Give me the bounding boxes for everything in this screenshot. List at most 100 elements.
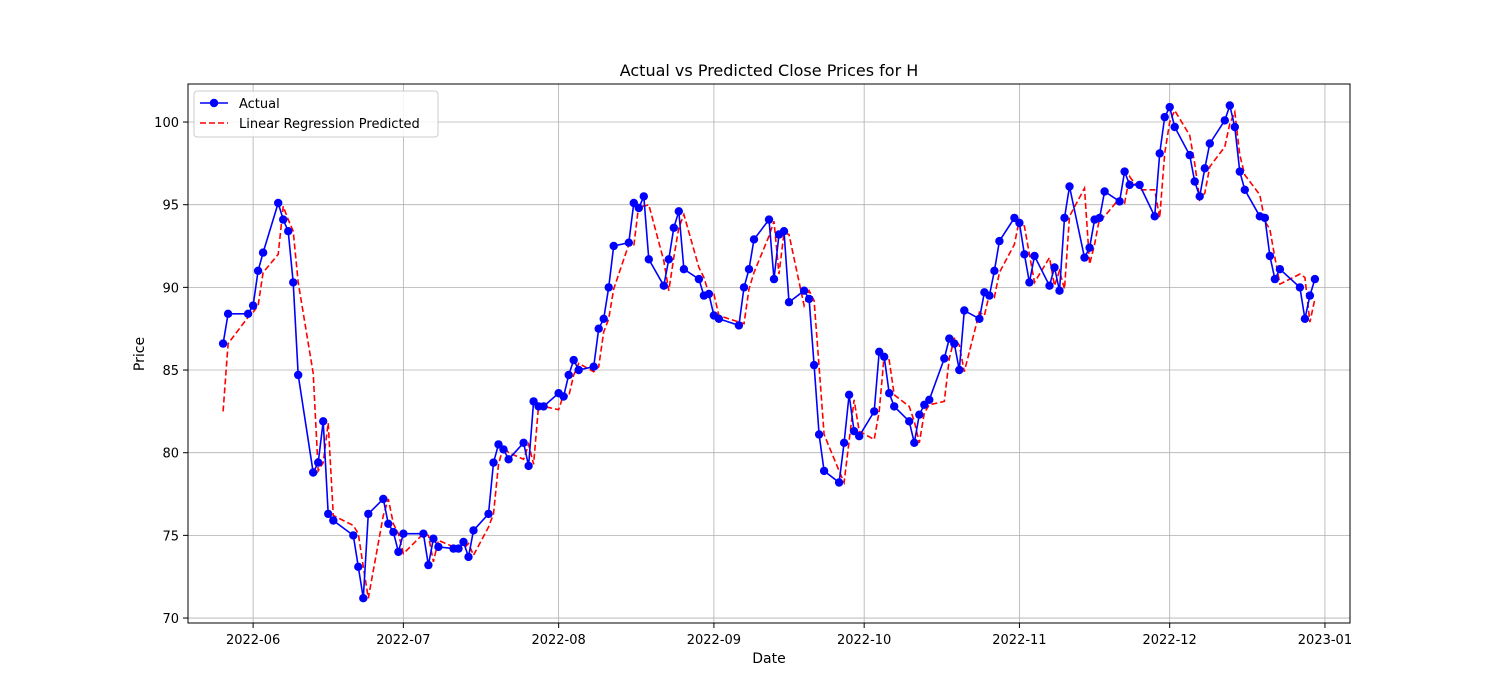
actual-point [915, 410, 924, 419]
actual-point [1295, 283, 1305, 292]
actual-point [1055, 286, 1064, 295]
actual-point [1260, 213, 1270, 223]
grid [188, 84, 1350, 623]
actual-point [504, 455, 513, 464]
legend-box [193, 90, 439, 138]
actual-point [329, 516, 338, 525]
x-tick-label: 2022-12 [1143, 633, 1197, 648]
actual-point [1065, 182, 1074, 191]
actual-point [880, 352, 889, 361]
actual-point [564, 370, 573, 380]
actual-point [484, 509, 493, 519]
actual-point [1270, 274, 1280, 284]
actual-point [809, 360, 819, 370]
actual-point [1160, 112, 1169, 122]
legend-predicted-label: Linear Regression Predicted [239, 117, 420, 132]
actual-point [890, 402, 899, 411]
x-tick-label: 2023-01 [1298, 633, 1352, 648]
y-tick-label: 80 [162, 447, 179, 462]
actual-point [379, 494, 388, 504]
predicted-series-line [222, 108, 1316, 599]
actual-point [389, 527, 398, 537]
actual-point [744, 265, 754, 274]
actual-point [669, 223, 678, 232]
actual-point [950, 339, 959, 348]
actual-point [644, 255, 653, 264]
actual-point [464, 552, 473, 562]
actual-point [223, 309, 233, 318]
y-tick-label: 90 [162, 281, 179, 296]
actual-point [589, 362, 598, 371]
actual-point [804, 294, 814, 304]
actual-point [1080, 253, 1089, 262]
actual-point [349, 531, 358, 540]
actual-point [1015, 218, 1024, 228]
actual-point [364, 509, 373, 519]
actual-point [1060, 213, 1069, 223]
actual-point [1125, 180, 1134, 190]
actual-point [1150, 212, 1159, 221]
actual-point [1050, 263, 1059, 272]
actual-point [674, 207, 683, 216]
actual-point [394, 547, 403, 557]
legend-actual-marker [209, 98, 219, 108]
actual-point [940, 354, 949, 363]
actual-point [834, 478, 844, 487]
y-tick-label: 95 [162, 199, 179, 214]
actual-point [459, 537, 468, 547]
actual-point [624, 238, 633, 247]
actual-point [885, 389, 894, 398]
actual-point [634, 203, 643, 213]
actual-point [354, 562, 363, 571]
actual-point [819, 466, 829, 476]
actual-point [258, 248, 268, 257]
actual-point [1095, 213, 1104, 223]
actual-point [559, 392, 568, 401]
actual-point [569, 355, 578, 365]
actual-point [659, 281, 668, 290]
actual-point [870, 407, 879, 416]
actual-point [799, 286, 809, 295]
actual-point [574, 365, 583, 375]
actual-point [1205, 139, 1215, 148]
actual-point [1220, 116, 1230, 125]
legend: Actual Linear Regression Predicted [193, 90, 439, 138]
actual-point [399, 529, 408, 538]
actual-point [429, 534, 438, 543]
x-tick-label: 2022-09 [687, 633, 741, 648]
actual-point [284, 227, 293, 236]
x-tick-label: 2022-11 [992, 633, 1046, 648]
x-tick-label: 2022-06 [226, 633, 280, 648]
actual-point [990, 266, 999, 275]
plot-series [218, 101, 1320, 603]
actual-point [314, 458, 323, 467]
actual-point [844, 390, 854, 399]
actual-point [784, 298, 794, 307]
actual-point [274, 198, 283, 208]
actual-point [599, 314, 608, 323]
actual-point [419, 529, 428, 538]
actual-point [424, 560, 433, 570]
actual-point [1020, 250, 1029, 259]
chart-title: Actual vs Predicted Close Prices for H [620, 61, 919, 80]
actual-point [384, 519, 393, 528]
actual-point [855, 432, 864, 441]
actual-point [319, 417, 328, 426]
actual-point [1195, 192, 1204, 201]
actual-point [1230, 122, 1240, 132]
actual-point [499, 445, 508, 454]
actual-point [218, 339, 228, 348]
actual-point [1155, 149, 1164, 158]
actual-point [1265, 251, 1275, 261]
actual-point [995, 236, 1004, 246]
actual-point [324, 509, 333, 519]
actual-point [975, 314, 984, 323]
y-tick-label: 100 [154, 116, 179, 131]
actual-point [1225, 101, 1235, 110]
actual-point [814, 430, 824, 439]
actual-point [359, 594, 368, 603]
actual-point [1310, 274, 1320, 284]
actual-point [639, 192, 648, 201]
actual-point [769, 274, 779, 284]
